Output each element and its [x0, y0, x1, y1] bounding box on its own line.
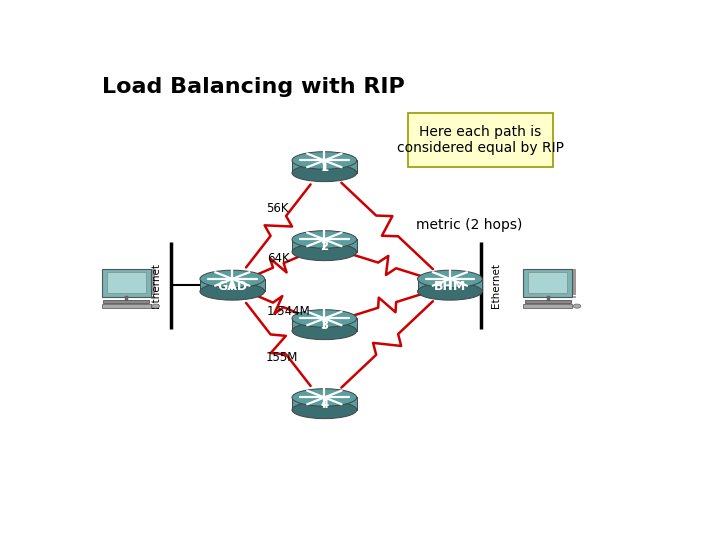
Polygon shape	[200, 279, 265, 292]
Text: 3: 3	[320, 320, 328, 333]
Ellipse shape	[418, 282, 482, 300]
Text: 4: 4	[320, 399, 328, 411]
Ellipse shape	[292, 401, 356, 418]
FancyBboxPatch shape	[102, 269, 150, 296]
Polygon shape	[292, 319, 356, 331]
Text: 64K: 64K	[267, 252, 289, 265]
Text: 155M: 155M	[266, 352, 298, 365]
Polygon shape	[418, 279, 482, 292]
FancyBboxPatch shape	[523, 269, 572, 296]
Text: 1.544M: 1.544M	[267, 305, 310, 318]
Text: BHM: BHM	[433, 280, 466, 293]
Text: 2: 2	[320, 240, 328, 253]
FancyBboxPatch shape	[525, 296, 576, 298]
Text: Here each path is
considered equal by RIP: Here each path is considered equal by RI…	[397, 125, 564, 155]
FancyBboxPatch shape	[150, 269, 155, 295]
Polygon shape	[292, 160, 356, 173]
FancyBboxPatch shape	[528, 272, 567, 293]
FancyBboxPatch shape	[102, 304, 150, 308]
Text: 56K: 56K	[266, 202, 288, 215]
Ellipse shape	[292, 322, 356, 340]
Ellipse shape	[573, 304, 581, 308]
Text: GAD: GAD	[217, 280, 248, 293]
Text: Load Balancing with RIP: Load Balancing with RIP	[102, 77, 405, 97]
Text: Ethernet: Ethernet	[151, 262, 161, 308]
Ellipse shape	[292, 389, 356, 406]
FancyBboxPatch shape	[103, 300, 149, 303]
FancyBboxPatch shape	[523, 304, 572, 308]
Text: 1: 1	[320, 161, 328, 174]
Polygon shape	[292, 397, 356, 410]
Ellipse shape	[200, 270, 265, 288]
Ellipse shape	[292, 310, 356, 327]
Polygon shape	[292, 239, 356, 252]
Ellipse shape	[292, 152, 356, 169]
FancyBboxPatch shape	[572, 269, 576, 295]
FancyBboxPatch shape	[107, 272, 146, 293]
FancyBboxPatch shape	[525, 300, 570, 303]
Ellipse shape	[292, 231, 356, 248]
FancyBboxPatch shape	[103, 296, 155, 298]
Text: Ethernet: Ethernet	[490, 262, 500, 308]
Ellipse shape	[152, 304, 160, 308]
Text: metric (2 hops): metric (2 hops)	[416, 218, 523, 232]
Ellipse shape	[200, 282, 265, 300]
Ellipse shape	[292, 243, 356, 261]
Ellipse shape	[292, 164, 356, 181]
FancyBboxPatch shape	[408, 113, 553, 167]
Ellipse shape	[418, 270, 482, 288]
